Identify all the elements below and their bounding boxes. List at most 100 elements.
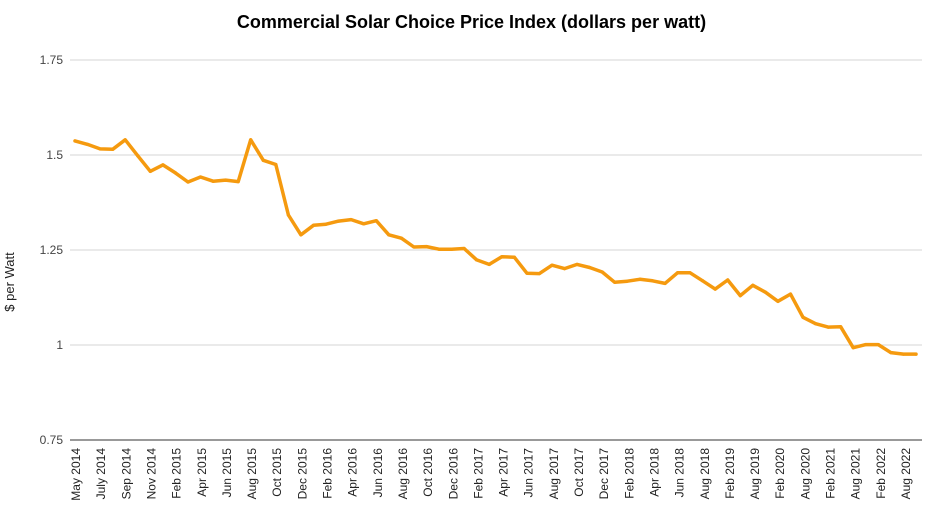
- data-point: [638, 277, 642, 281]
- data-point: [336, 219, 341, 223]
- y-tick-label: 1.5: [46, 148, 63, 162]
- data-point: [424, 244, 429, 249]
- x-tick-label: Aug 2015: [245, 448, 259, 500]
- data-point: [864, 343, 868, 347]
- data-point: [148, 169, 152, 173]
- data-point: [600, 270, 604, 274]
- data-point: [738, 294, 742, 298]
- data-point: [412, 245, 416, 249]
- data-point: [286, 213, 290, 217]
- x-tick-label: Feb 2016: [321, 448, 335, 499]
- data-point: [713, 287, 717, 291]
- data-point: [387, 233, 391, 237]
- x-tick-label: Nov 2014: [144, 448, 158, 500]
- x-tick-label: Dec 2017: [597, 448, 611, 500]
- x-tick-label: Apr 2018: [647, 448, 661, 497]
- data-point: [889, 351, 893, 355]
- data-point: [876, 343, 880, 347]
- data-point: [901, 352, 906, 356]
- y-tick-label: 1.75: [40, 53, 64, 67]
- x-tick-label: Feb 2018: [622, 448, 636, 499]
- data-point: [562, 267, 567, 271]
- y-axis-label: $ per Watt: [2, 252, 17, 312]
- data-point: [123, 138, 127, 142]
- data-point: [763, 290, 767, 294]
- x-tick-label: Feb 2017: [471, 448, 485, 499]
- data-point: [299, 233, 303, 237]
- data-point: [776, 299, 780, 303]
- x-tick-label: Feb 2020: [773, 448, 787, 499]
- x-tick-label: Aug 2021: [849, 448, 863, 500]
- x-tick-label: Feb 2015: [170, 448, 184, 499]
- x-tick-label: Aug 2022: [899, 448, 913, 500]
- data-point: [111, 147, 115, 151]
- data-point: [449, 247, 454, 251]
- data-point: [98, 147, 102, 151]
- gridlines: [70, 59, 922, 441]
- x-tick-label: Jun 2015: [220, 448, 234, 498]
- data-point: [73, 139, 77, 143]
- x-axis-ticks: May 2014 July 2014 Sep 2014 Nov 2014 Feb 201…: [69, 448, 913, 501]
- data-point: [198, 175, 203, 179]
- data-point: [688, 271, 692, 275]
- chart-title: Commercial Solar Choice Price Index (dol…: [236, 12, 707, 32]
- data-point: [537, 271, 542, 276]
- x-tick-label: Jun 2018: [673, 448, 687, 498]
- data-point: [374, 219, 378, 223]
- x-tick-label: Apr 2017: [497, 448, 511, 497]
- x-tick-label: July 2014: [94, 448, 108, 500]
- x-tick-label: Jun 2017: [522, 448, 536, 498]
- x-tick-label: Aug 2016: [396, 448, 410, 500]
- x-tick-label: Aug 2018: [698, 448, 712, 500]
- data-point: [663, 281, 667, 286]
- data-point: [813, 322, 818, 326]
- data-point: [261, 158, 265, 162]
- data-point: [161, 163, 165, 167]
- data-point: [851, 346, 855, 350]
- data-point: [85, 142, 90, 146]
- data-point: [487, 262, 491, 267]
- data-point: [311, 223, 316, 227]
- data-point: [173, 171, 178, 175]
- x-tick-label: May 2014: [69, 448, 83, 501]
- x-tick-label: Oct 2016: [421, 448, 435, 497]
- x-tick-label: Oct 2017: [572, 448, 586, 497]
- data-point: [500, 255, 504, 259]
- y-tick-label: 1: [56, 338, 63, 352]
- series-line-layer: [73, 138, 918, 356]
- x-tick-label: Feb 2022: [874, 448, 888, 499]
- data-point: [399, 236, 403, 240]
- data-point: [462, 246, 466, 251]
- y-tick-label: 0.75: [40, 433, 64, 447]
- data-point: [839, 325, 843, 329]
- x-tick-label: Aug 2017: [547, 448, 561, 500]
- x-tick-label: Apr 2015: [195, 448, 209, 497]
- x-tick-label: Aug 2019: [748, 448, 762, 500]
- x-tick-label: Feb 2019: [723, 448, 737, 499]
- data-point: [249, 138, 253, 142]
- x-tick-label: Oct 2015: [270, 448, 284, 497]
- data-point: [826, 325, 830, 329]
- data-point: [512, 255, 516, 259]
- data-point: [236, 180, 240, 184]
- data-point: [274, 162, 278, 167]
- data-point: [525, 271, 529, 275]
- x-tick-label: Apr 2016: [346, 448, 360, 497]
- data-point: [550, 263, 554, 267]
- data-point: [675, 271, 680, 275]
- x-tick-label: Dec 2016: [446, 448, 460, 500]
- data-point: [613, 280, 617, 284]
- data-point: [914, 352, 918, 356]
- x-tick-label: Jun 2016: [371, 448, 385, 498]
- x-tick-label: Dec 2015: [295, 448, 309, 500]
- data-point: [324, 222, 328, 226]
- x-tick-label: Aug 2020: [798, 448, 812, 500]
- x-tick-label: Feb 2021: [824, 448, 838, 499]
- data-point: [475, 258, 479, 262]
- data-point: [788, 292, 793, 296]
- data-point: [801, 315, 805, 319]
- series-line: [73, 138, 918, 356]
- data-point: [726, 278, 730, 282]
- data-point: [349, 218, 353, 222]
- data-point: [625, 279, 629, 283]
